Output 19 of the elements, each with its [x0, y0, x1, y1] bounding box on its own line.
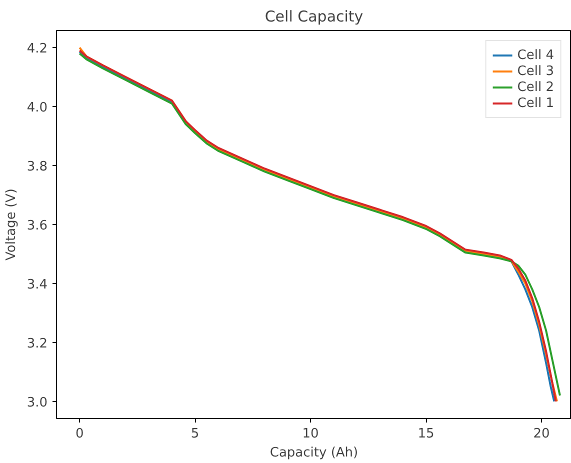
- y-tick-label: 3.0: [26, 395, 48, 410]
- x-axis-title: Capacity (Ah): [270, 446, 358, 460]
- x-tick-label: 5: [190, 426, 200, 442]
- x-tick-label: 0: [75, 426, 84, 442]
- y-tick-label: 3.6: [26, 218, 48, 234]
- chart-title: Cell Capacity: [264, 8, 364, 26]
- y-tick-label: 3.2: [26, 336, 48, 352]
- y-axis-title: Voltage (V): [4, 188, 19, 260]
- y-tick-label: 3.4: [26, 277, 48, 292]
- y-tick-label: 3.8: [26, 160, 48, 175]
- legend-label: Cell 1: [517, 95, 554, 111]
- legend-label: Cell 3: [517, 63, 554, 79]
- x-tick-label: 20: [533, 426, 550, 442]
- y-tick-label: 4.2: [26, 42, 48, 57]
- legend-label: Cell 4: [517, 47, 554, 63]
- x-tick-label: 10: [302, 426, 319, 442]
- y-tick-label: 4.0: [26, 100, 48, 116]
- legend-label: Cell 2: [517, 79, 554, 95]
- x-tick-label: 15: [418, 426, 434, 442]
